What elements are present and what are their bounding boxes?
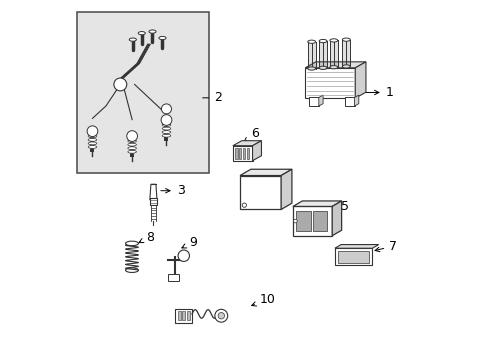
Ellipse shape xyxy=(129,38,136,41)
Bar xyxy=(175,309,192,323)
Text: 10: 10 xyxy=(251,293,275,306)
Circle shape xyxy=(214,309,227,322)
Bar xyxy=(246,148,249,158)
Polygon shape xyxy=(354,62,365,98)
Ellipse shape xyxy=(159,36,166,40)
Circle shape xyxy=(218,312,224,319)
Ellipse shape xyxy=(127,143,136,146)
Polygon shape xyxy=(232,141,261,146)
Polygon shape xyxy=(292,206,331,236)
Ellipse shape xyxy=(88,138,97,141)
Circle shape xyxy=(126,131,137,141)
Ellipse shape xyxy=(329,39,337,42)
Ellipse shape xyxy=(127,147,136,150)
Circle shape xyxy=(161,114,171,125)
Bar xyxy=(296,211,310,231)
Bar xyxy=(308,98,318,106)
Ellipse shape xyxy=(127,150,136,153)
Text: 8: 8 xyxy=(139,231,154,244)
Ellipse shape xyxy=(329,66,337,69)
Polygon shape xyxy=(232,146,252,161)
Ellipse shape xyxy=(162,131,170,134)
Polygon shape xyxy=(334,248,372,265)
Bar xyxy=(186,311,189,320)
Polygon shape xyxy=(305,62,365,68)
Ellipse shape xyxy=(125,241,138,246)
Ellipse shape xyxy=(125,268,138,273)
Text: 2: 2 xyxy=(202,91,222,104)
Polygon shape xyxy=(281,169,291,210)
Circle shape xyxy=(114,78,126,91)
Ellipse shape xyxy=(88,145,97,148)
Polygon shape xyxy=(305,68,354,98)
Bar xyxy=(182,311,185,320)
Ellipse shape xyxy=(127,140,136,143)
Bar xyxy=(344,98,354,106)
Bar xyxy=(239,148,241,158)
Ellipse shape xyxy=(342,38,349,41)
Text: 6: 6 xyxy=(244,127,259,142)
Ellipse shape xyxy=(149,30,156,33)
Text: 4: 4 xyxy=(267,174,287,186)
Polygon shape xyxy=(318,95,323,106)
Ellipse shape xyxy=(162,127,170,130)
Polygon shape xyxy=(334,244,378,248)
Bar xyxy=(243,148,245,158)
Ellipse shape xyxy=(162,134,170,137)
Circle shape xyxy=(242,203,246,207)
Ellipse shape xyxy=(342,65,349,68)
Text: 3: 3 xyxy=(161,184,184,197)
Ellipse shape xyxy=(307,40,315,43)
Polygon shape xyxy=(149,184,157,200)
Bar xyxy=(312,211,326,231)
Text: 9: 9 xyxy=(182,236,196,249)
Ellipse shape xyxy=(88,135,97,138)
Polygon shape xyxy=(331,201,341,236)
Polygon shape xyxy=(240,176,281,210)
Ellipse shape xyxy=(319,40,326,42)
Text: 7: 7 xyxy=(374,240,396,253)
Ellipse shape xyxy=(138,32,145,35)
Bar xyxy=(235,148,237,158)
Text: 1: 1 xyxy=(354,86,393,99)
Circle shape xyxy=(178,250,189,261)
Text: 5: 5 xyxy=(326,200,348,213)
Ellipse shape xyxy=(162,123,170,126)
Bar xyxy=(177,311,180,320)
Ellipse shape xyxy=(319,66,326,69)
Circle shape xyxy=(87,126,98,136)
Ellipse shape xyxy=(88,142,97,145)
Ellipse shape xyxy=(307,67,315,70)
Polygon shape xyxy=(240,169,291,176)
Bar xyxy=(338,251,368,262)
Bar xyxy=(149,198,157,204)
Polygon shape xyxy=(354,95,358,106)
Polygon shape xyxy=(252,141,261,161)
Bar xyxy=(77,12,208,173)
Polygon shape xyxy=(292,201,341,206)
Circle shape xyxy=(161,104,171,114)
Bar xyxy=(168,274,179,281)
Circle shape xyxy=(293,219,297,223)
